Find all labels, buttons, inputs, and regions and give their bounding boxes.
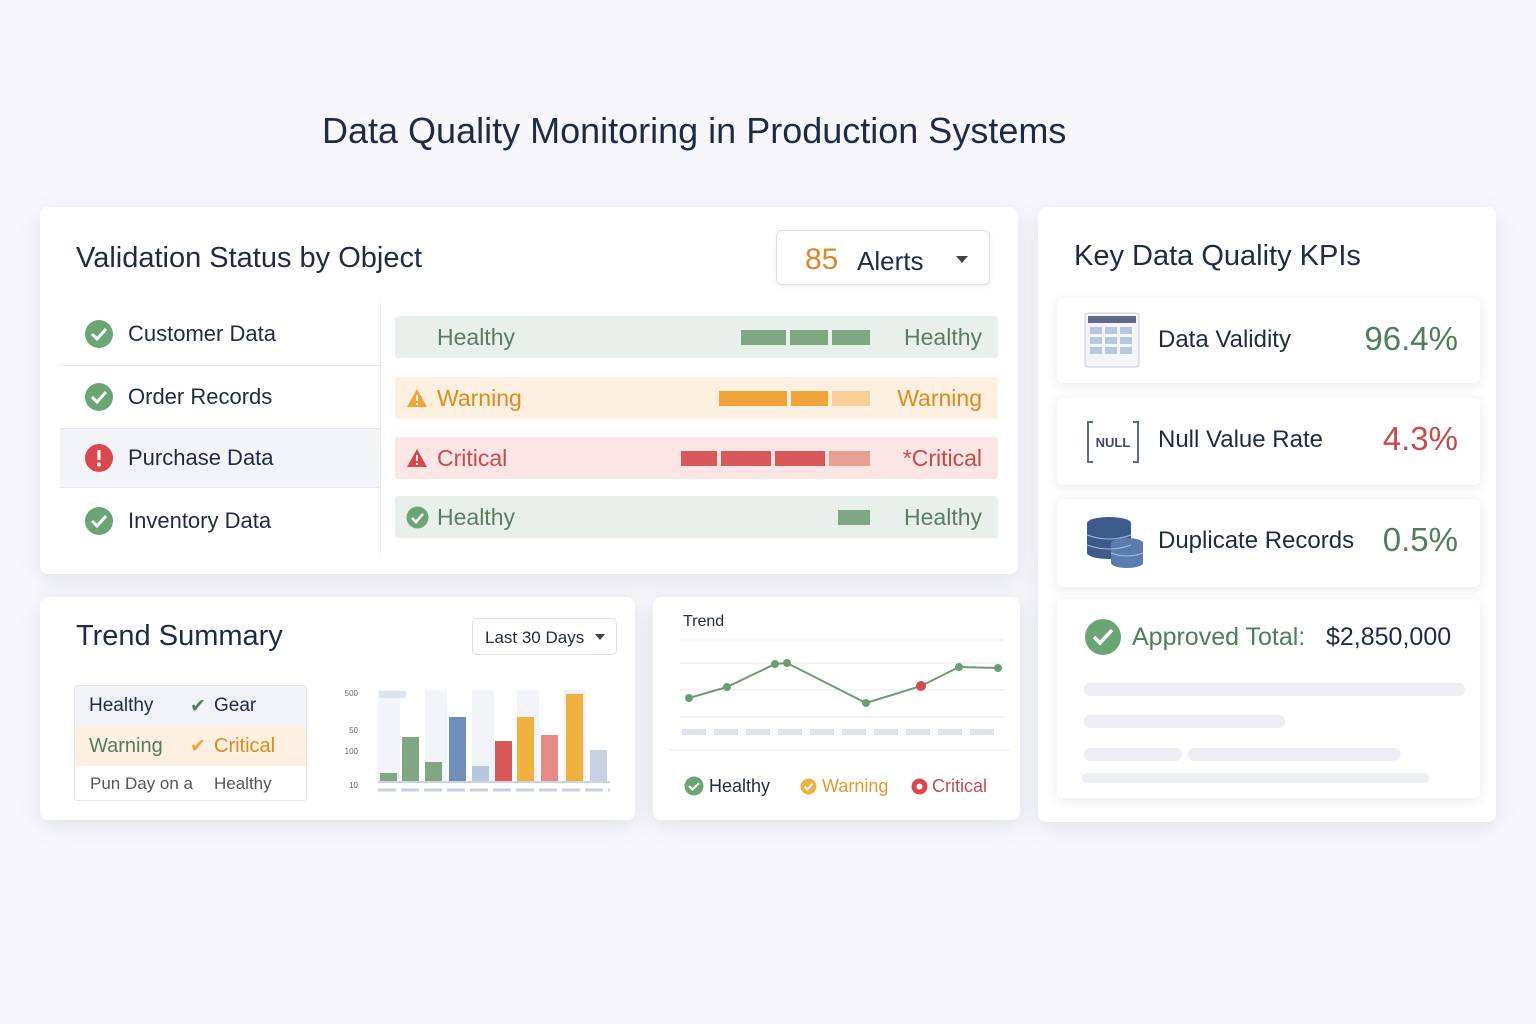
legend-icon: [684, 776, 704, 796]
kpi-value: 96.4%: [1364, 320, 1458, 357]
ok-icon: [85, 506, 113, 535]
range-label: Last 30 Days: [485, 628, 585, 647]
db-icon: [1086, 517, 1144, 568]
legend-icon: [911, 778, 928, 795]
legend-cell: Healthy: [89, 695, 154, 716]
object-row: Order Records: [60, 366, 380, 429]
object-row: Customer Data: [60, 303, 380, 366]
kpi-card: Data Validity 96.4%: [1057, 298, 1480, 383]
table-icon: [1084, 312, 1140, 368]
ok-icon: [85, 383, 113, 411]
status-right: Healthy: [904, 504, 982, 530]
trend-panel: [653, 597, 1020, 820]
legend-cell: Warning: [89, 735, 163, 757]
legend-cell: Critical: [214, 735, 276, 757]
status-bar: Healthy Healthy: [395, 316, 998, 358]
legend-cell: Healthy: [214, 774, 272, 793]
axis-label: 50: [349, 726, 358, 735]
approved-card: Approved Total: $2,850,000: [1057, 599, 1480, 798]
skeleton: [1188, 748, 1401, 761]
kpi-card: Duplicate Records 0.5%: [1057, 499, 1480, 587]
range-dropdown[interactable]: Last 30 Days: [472, 618, 617, 655]
status: Healthy: [437, 504, 515, 530]
alerts-dropdown[interactable]: 85 Alerts: [776, 230, 990, 285]
axis-label: 500: [345, 689, 359, 698]
approved-value: $2,850,000: [1326, 623, 1452, 651]
axis-label: 100: [345, 747, 359, 756]
skeleton: [1084, 748, 1182, 761]
error-icon: [85, 444, 113, 472]
skeleton: [1084, 683, 1465, 696]
panel-title: Trend Summary: [76, 620, 283, 652]
status-right: Warning: [897, 385, 982, 411]
legend-table: Healthy ✔ Gear Warning ✔ Critical Pun Day …: [74, 685, 307, 801]
status-bar: Warning Warning: [395, 377, 998, 419]
kpi-label: Data Validity: [1158, 326, 1291, 353]
legend-item: Healthy: [709, 776, 771, 796]
warn-icon: [407, 389, 427, 407]
skeleton: [1084, 715, 1285, 728]
object-row: Inventory Data: [60, 488, 380, 553]
status-bar: Healthy Healthy: [395, 496, 998, 538]
skeleton: [1082, 773, 1429, 783]
page-title: Data Quality Monitoring in Production Sy…: [322, 110, 1067, 151]
object-name: Inventory Data: [128, 507, 272, 533]
kpi-label: Null Value Rate: [1158, 426, 1323, 453]
panel-title: Key Data Quality KPIs: [1074, 240, 1361, 272]
kpi-value: 0.5%: [1382, 521, 1458, 558]
status: Warning: [437, 385, 522, 411]
alerts-label: Alerts: [857, 246, 924, 276]
trend-line: [670, 639, 1010, 751]
object-row: Purchase Data: [60, 429, 380, 488]
null-text: NULL: [1096, 435, 1131, 450]
ok-icon: [1085, 619, 1121, 655]
kpi-value: 4.3%: [1382, 420, 1458, 457]
caret: [956, 256, 968, 263]
approved-label: Approved Total:: [1132, 623, 1306, 651]
object-name: Order Records: [128, 384, 273, 409]
panel-title: Validation Status by Object: [76, 242, 423, 274]
ok-icon: [85, 320, 113, 348]
status-right: *Critical: [902, 445, 982, 471]
legend-icon: [800, 778, 817, 795]
object-name: Purchase Data: [128, 445, 274, 470]
legend-cell: Pun Day on a: [90, 774, 194, 793]
legend-item: Critical: [932, 776, 988, 796]
status-right: Healthy: [904, 324, 982, 350]
status: Healthy: [437, 324, 515, 350]
ok-icon: [406, 506, 429, 529]
kpi-label: Duplicate Records: [1158, 527, 1355, 554]
crit-icon: [407, 449, 427, 467]
object-name: Customer Data: [128, 321, 276, 346]
axis-label: 10: [349, 781, 358, 790]
caret: [595, 634, 605, 640]
status-bar: Critical *Critical: [395, 437, 998, 479]
legend-item: Warning: [822, 776, 889, 796]
null-icon: NULL: [1087, 421, 1139, 463]
mini-bar-chart: 500 50 100 10: [345, 689, 610, 792]
status: Critical: [437, 445, 508, 471]
divider: [380, 303, 381, 553]
legend-cell: Gear: [214, 695, 257, 716]
alerts-count: 85: [805, 243, 839, 276]
kpi-card: NULL Null Value Rate 4.3%: [1057, 398, 1480, 485]
trend-title: Trend: [683, 613, 725, 630]
